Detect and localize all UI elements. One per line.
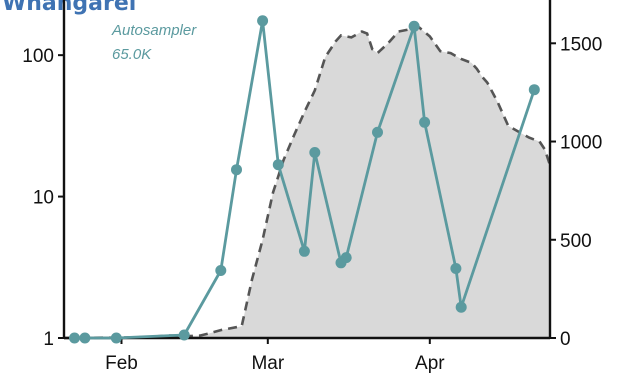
area-dashed-line — [63, 26, 552, 340]
data-point — [340, 252, 352, 264]
right-tick-label: 1500 — [560, 34, 602, 55]
data-point — [257, 15, 269, 27]
area-fill — [64, 27, 550, 338]
right-tick-label: 1000 — [560, 133, 602, 154]
data-point — [110, 332, 122, 344]
series-points-layer — [69, 15, 540, 344]
data-point — [272, 159, 284, 171]
area-layer — [63, 26, 552, 340]
data-point — [231, 164, 242, 176]
data-point — [309, 147, 321, 158]
page-title: Whangarei — [2, 0, 137, 16]
legend-line-1: Autosampler — [111, 22, 197, 39]
data-point — [79, 332, 91, 344]
x-tick-label: Apr — [415, 353, 445, 374]
data-point — [419, 116, 431, 128]
data-point — [528, 84, 540, 96]
data-point — [298, 245, 310, 257]
series-line — [74, 19, 536, 340]
right-tick-label: 500 — [560, 231, 592, 252]
data-point — [408, 20, 420, 32]
data-point — [372, 126, 383, 138]
right-tick-label: 0 — [560, 329, 571, 350]
x-tick-label: Mar — [251, 353, 284, 374]
legend-line-2: 65.0K — [112, 46, 152, 63]
left-tick-label: 100 — [22, 46, 54, 67]
data-point — [178, 329, 190, 341]
x-tick-label: Feb — [105, 353, 138, 374]
data-point — [455, 301, 467, 313]
data-point — [215, 265, 227, 276]
left-tick-label: 1 — [43, 329, 54, 350]
data-point — [69, 332, 80, 344]
series-line-layer — [74, 19, 536, 340]
data-point — [450, 263, 462, 274]
legend: Autosampler 65.0K — [111, 22, 197, 63]
left-tick-label: 10 — [33, 188, 54, 209]
